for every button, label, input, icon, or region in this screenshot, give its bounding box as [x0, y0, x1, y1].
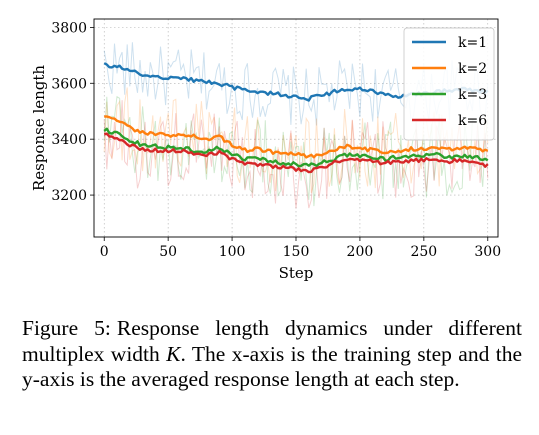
caption-text-part2: . The x-axis is the training step and th… [22, 341, 522, 392]
series-line [104, 115, 489, 159]
figure-number: Figure 5: [22, 316, 111, 340]
axis-ticks: 0 50 100 150 200 250 300 3200 3400 3600 3800 [51, 20, 501, 260]
x-tick-label: 250 [410, 244, 437, 260]
series-line [103, 127, 489, 168]
figure-caption: Figure 5: Response length dynamics under … [22, 316, 522, 393]
legend: k=1 k=2 k=3 k=6 [403, 27, 495, 141]
x-tick-label: 100 [219, 244, 246, 260]
raw-series-line [103, 100, 489, 209]
caption-text-part1: Response length dynamics under different… [22, 316, 523, 366]
chart-figure: 0 50 100 150 200 250 300 3200 3400 3600 3800 Step … [30, 18, 501, 282]
x-tick-label: 0 [100, 244, 109, 260]
y-tick-label: 3600 [51, 76, 87, 92]
y-tick-label: 3200 [51, 188, 87, 204]
y-axis-label: Response length [30, 65, 48, 191]
smoothed-series-layer [103, 62, 489, 174]
legend-box [403, 27, 495, 141]
x-tick-label: 50 [159, 244, 177, 260]
x-tick-label: 300 [474, 244, 501, 260]
legend-label: k=2 [458, 61, 487, 77]
y-tick-label: 3400 [51, 132, 87, 148]
y-tick-label: 3800 [51, 20, 87, 36]
x-tick-label: 150 [283, 244, 310, 260]
legend-label: k=3 [458, 87, 487, 103]
caption-math-symbol: K [166, 341, 181, 366]
x-axis-label: Step [279, 264, 314, 282]
x-tick-label: 200 [347, 244, 374, 260]
series-line [103, 132, 489, 174]
legend-label: k=1 [458, 35, 487, 51]
legend-label: k=6 [458, 113, 487, 129]
